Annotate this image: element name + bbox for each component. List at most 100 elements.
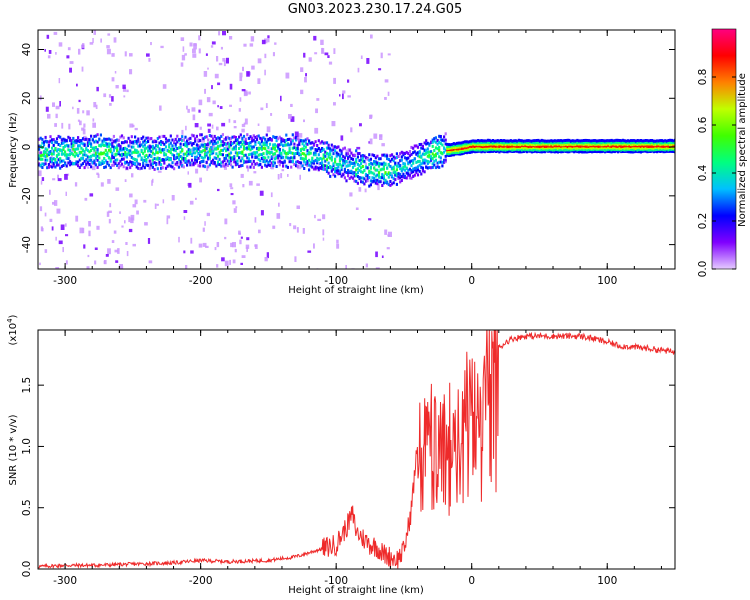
spectrogram-cell: [298, 161, 301, 164]
spectrogram-cell: [374, 163, 377, 167]
spectrogram-cell: [662, 148, 665, 152]
spectrogram-cell: [181, 135, 184, 139]
spectrogram-cell: [233, 140, 236, 144]
spectrogram-cell: [322, 214, 326, 220]
spectrogram-cell: [225, 143, 230, 149]
spectrogram-cell: [540, 150, 543, 154]
spectrogram-cell: [39, 157, 42, 161]
spectrogram-cell: [602, 143, 605, 147]
spectrogram-cell: [327, 171, 330, 175]
spectrogram-cell: [379, 168, 382, 172]
spectrogram-cell: [384, 162, 387, 166]
spectrogram-cell: [81, 127, 85, 131]
spectrogram-cell: [644, 149, 647, 153]
spectrogram-cell: [116, 152, 119, 156]
spectrogram-cell: [355, 160, 358, 164]
spectrogram-cell: [359, 123, 362, 127]
spectrogram-cell: [270, 150, 273, 154]
spectrogram-cell: [517, 140, 520, 144]
spectrogram-cell: [355, 158, 358, 162]
spectrogram-cell: [145, 163, 148, 167]
spectrogram-cell: [317, 166, 320, 170]
spectrogram-cell: [410, 152, 413, 156]
spectrogram-cell: [420, 146, 423, 150]
spectrogram-cell: [339, 94, 341, 97]
spectrogram-cell: [265, 152, 268, 156]
spectrogram-cell: [319, 141, 322, 145]
spectrogram-cell: [246, 237, 250, 241]
spectrogram-cell: [236, 159, 239, 163]
spectrogram-cell: [142, 151, 145, 155]
spectrogram-cell: [670, 143, 673, 147]
spectrogram-cell: [564, 141, 568, 144]
spectrogram-cell: [538, 139, 542, 143]
spectrogram-cell: [347, 169, 350, 172]
spectrogram-cell: [246, 71, 250, 77]
spectrogram-cell: [308, 57, 312, 62]
spectrogram-cell: [44, 212, 47, 217]
spectrogram-cell: [194, 161, 197, 165]
spectrogram-cell: [410, 169, 413, 173]
spectrogram-cell: [127, 149, 130, 153]
spectrogram-cell: [617, 143, 620, 147]
spectrogram-cell: [519, 146, 522, 150]
spectrogram-cell: [265, 140, 268, 144]
spectrogram-cell: [356, 175, 359, 179]
spectrogram-cell: [342, 154, 345, 158]
spectrogram-cell: [368, 169, 371, 173]
spectrogram-cell: [275, 144, 278, 148]
spectrogram-cell: [247, 147, 250, 151]
spectrogram-cell: [212, 151, 215, 155]
spectrogram-cell: [57, 174, 59, 179]
spectrogram-cell: [521, 139, 524, 143]
spectrogram-cell: [203, 148, 207, 152]
spectrogram-cell: [114, 146, 117, 150]
spectrogram-cell: [529, 148, 532, 152]
spectrogram-cell: [387, 91, 390, 96]
spectrogram-cell: [338, 154, 342, 158]
spectrogram-cell: [70, 142, 73, 146]
spectrogram-cell: [84, 197, 88, 201]
spectrogram-cell: [320, 39, 324, 45]
spectrogram-cell: [221, 160, 224, 164]
spectrogram-cell: [111, 144, 114, 148]
spectrogram-cell: [478, 144, 481, 148]
spectrogram-cell: [194, 139, 197, 143]
spectrogram-cell: [55, 149, 59, 153]
spectrogram-cell: [210, 45, 214, 48]
spectrogram-cell: [230, 187, 234, 190]
spectrogram-cell: [239, 145, 242, 149]
spectrogram-cell: [569, 146, 572, 150]
spectrogram-cell: [395, 152, 398, 156]
spectrogram-cell: [579, 141, 582, 145]
spectrogram-cell: [218, 152, 221, 156]
spectrogram-cell: [337, 172, 340, 176]
spectrogram-cell: [451, 148, 454, 152]
spectrogram-cell: [366, 176, 369, 180]
spectrogram-cell: [264, 141, 267, 145]
spectrogram-cell: [377, 162, 381, 165]
spectrogram-cell: [551, 143, 555, 147]
spectrogram-cell: [303, 167, 306, 170]
spectrogram-cell: [260, 107, 264, 111]
spectrogram-cell: [441, 151, 444, 155]
spectrogram-cell: [416, 168, 420, 172]
spectrogram-cell: [449, 146, 452, 150]
spectrogram-cell: [229, 136, 233, 140]
spectrogram-cell: [353, 163, 356, 167]
spectrogram-cell: [389, 180, 392, 183]
spectrogram-cell: [578, 146, 581, 150]
spectrogram-cell: [101, 162, 104, 165]
spectrogram-cell: [120, 141, 124, 145]
spectrogram-cell: [124, 146, 127, 150]
spectrogram-cell: [296, 152, 299, 155]
spectrogram-cell: [228, 162, 231, 166]
spectrogram-cell: [399, 176, 402, 180]
spectrogram-cell: [236, 154, 239, 158]
spectrogram-cell: [415, 166, 418, 170]
spectrogram-cell: [369, 183, 372, 187]
spectrogram-cell: [443, 158, 446, 162]
spectrogram-cell: [308, 163, 311, 167]
spectrogram-cell: [446, 153, 449, 157]
